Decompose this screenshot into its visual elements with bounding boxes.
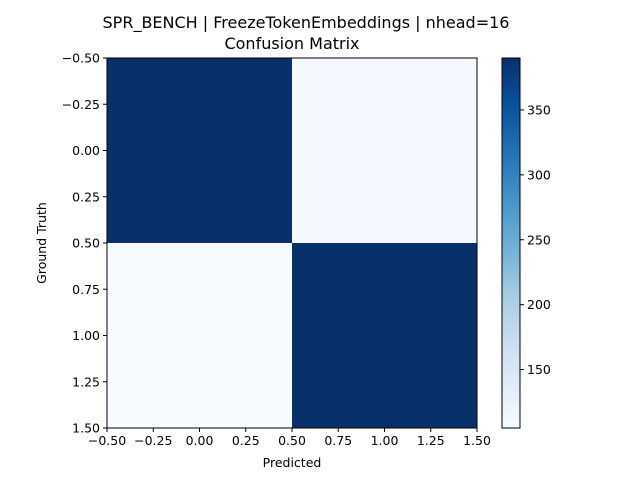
x-axis-ticks: −0.50 −0.25 0.00 0.25 0.50 0.75 1.00 1.25 1.50 xyxy=(88,428,491,448)
x-tick-label: 0.75 xyxy=(324,433,352,448)
heatmap-cell-r0-c0 xyxy=(107,58,292,243)
y-tick-label: −0.50 xyxy=(62,51,100,66)
x-tick-label: 0.00 xyxy=(186,433,214,448)
colorbar-tick-label: 250 xyxy=(527,232,551,247)
y-tick-label: 1.25 xyxy=(72,374,100,389)
colorbar-tick-label: 300 xyxy=(527,167,551,182)
y-axis-ticks: −0.50 −0.25 0.00 0.25 0.50 0.75 1.00 1.25 1.50 xyxy=(62,51,107,436)
x-tick-label: 1.00 xyxy=(371,433,399,448)
x-tick-label: 0.25 xyxy=(232,433,260,448)
y-tick-label: 0.00 xyxy=(72,143,100,158)
x-axis-label: Predicted xyxy=(263,455,322,470)
heatmap-cells xyxy=(107,58,477,428)
heatmap-cell-r1-c1 xyxy=(292,243,477,428)
colorbar xyxy=(501,57,521,429)
x-tick-label: −0.50 xyxy=(88,433,126,448)
colorbar-tick-label: 200 xyxy=(527,297,551,312)
y-tick-label: 0.50 xyxy=(72,236,100,251)
chart-title-line2: Confusion Matrix xyxy=(224,34,359,53)
y-tick-label: 0.25 xyxy=(72,189,100,204)
y-tick-label: 1.00 xyxy=(72,328,100,343)
heatmap-cell-r0-c1 xyxy=(292,58,477,243)
y-tick-label: 0.75 xyxy=(72,282,100,297)
chart-title-line1: SPR_BENCH | FreezeTokenEmbeddings | nhea… xyxy=(103,13,510,33)
colorbar-ticks: 150 200 250 300 350 xyxy=(520,102,551,377)
colorbar-tick-label: 150 xyxy=(527,362,551,377)
y-tick-label: 1.50 xyxy=(72,421,100,436)
y-axis-label: Ground Truth xyxy=(34,202,49,284)
heatmap-cell-r1-c0 xyxy=(107,243,292,428)
x-tick-label: 1.50 xyxy=(463,433,491,448)
x-tick-label: 0.50 xyxy=(278,433,306,448)
x-tick-label: 1.25 xyxy=(417,433,445,448)
x-tick-label: −0.25 xyxy=(134,433,172,448)
colorbar-tick-label: 350 xyxy=(527,102,551,117)
y-tick-label: −0.25 xyxy=(62,97,100,112)
